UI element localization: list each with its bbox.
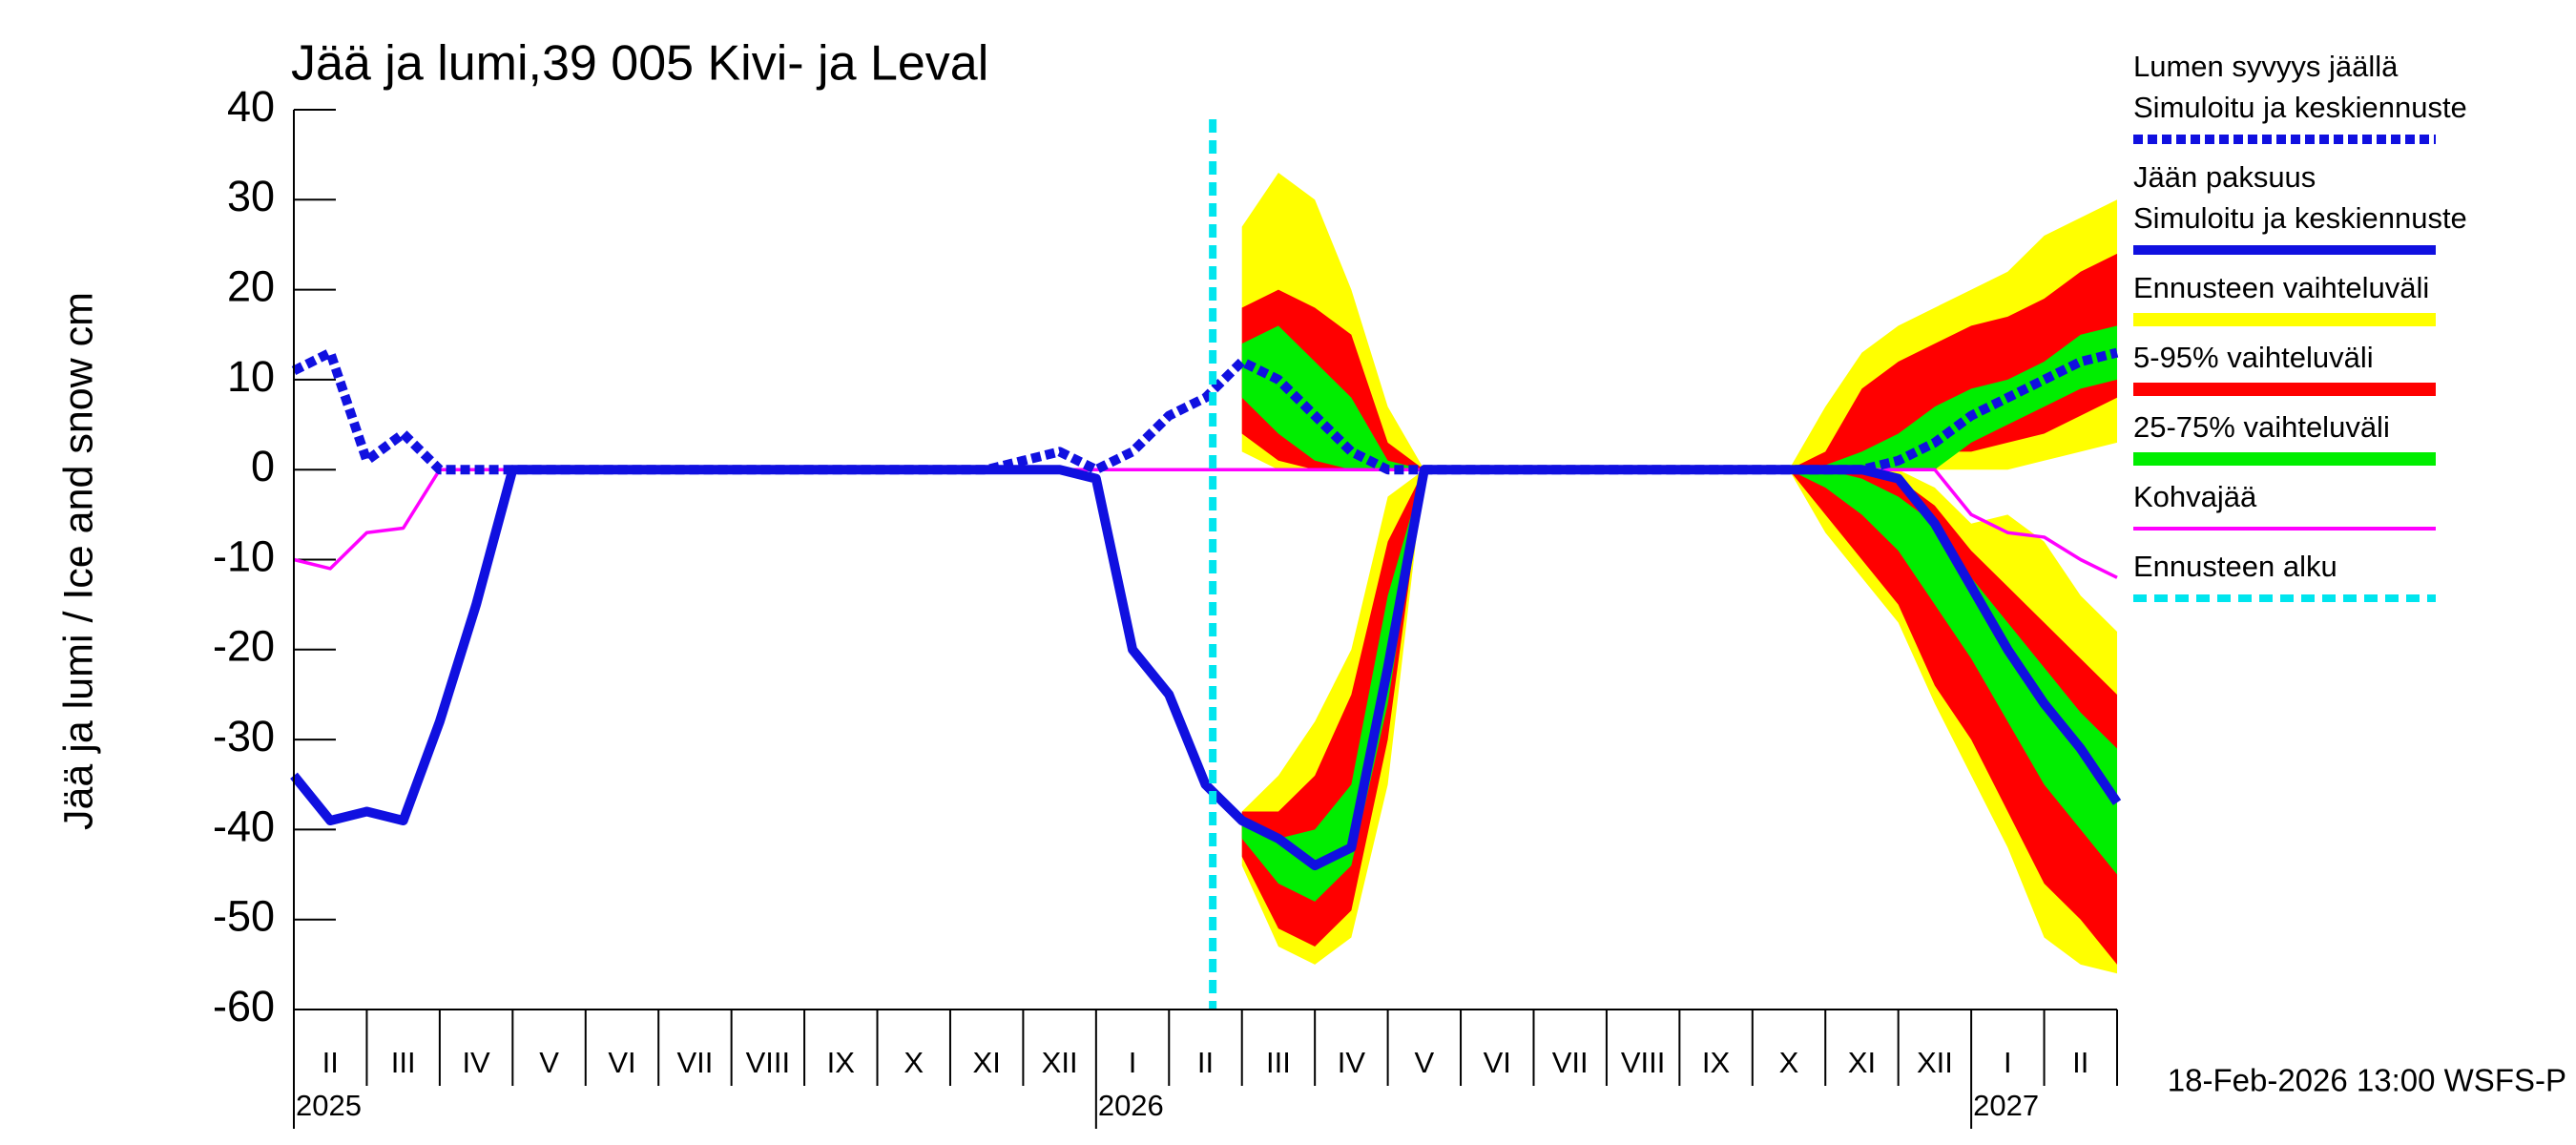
x-tick-label: X xyxy=(904,1046,924,1079)
x-tick-label: XI xyxy=(1848,1046,1876,1079)
y-tick-label: -40 xyxy=(213,802,275,850)
band-area xyxy=(1241,325,2117,470)
x-tick-label: II xyxy=(1197,1046,1214,1079)
legend-label: Kohvajää xyxy=(2133,480,2257,513)
y-tick-label: 40 xyxy=(227,82,275,131)
x-tick-label: VIII xyxy=(1621,1046,1666,1079)
legend-label: Simuloitu ja keskiennuste xyxy=(2133,91,2467,124)
y-tick-label: 20 xyxy=(227,261,275,310)
x-tick-label: XII xyxy=(1042,1046,1078,1079)
x-tick-label: III xyxy=(1266,1046,1291,1079)
band-area xyxy=(1241,469,2117,965)
y-tick-label: 0 xyxy=(251,442,275,490)
y-tick-label: 30 xyxy=(227,172,275,220)
x-tick-label: IX xyxy=(827,1046,856,1079)
x-tick-label: I xyxy=(1129,1046,1137,1079)
y-tick-label: -10 xyxy=(213,531,275,580)
year-label: 2025 xyxy=(296,1089,362,1122)
x-tick-label: VIII xyxy=(746,1046,791,1079)
legend-label: Jään paksuus xyxy=(2133,160,2316,194)
x-tick-label: VI xyxy=(608,1046,635,1079)
x-tick-label: XII xyxy=(1917,1046,1953,1079)
x-tick-label: III xyxy=(391,1046,416,1079)
x-tick-label: VII xyxy=(676,1046,713,1079)
year-label: 2026 xyxy=(1098,1089,1164,1122)
y-tick-label: -60 xyxy=(213,982,275,1030)
y-tick-label: -30 xyxy=(213,712,275,760)
x-tick-label: IV xyxy=(462,1046,490,1079)
x-tick-label: V xyxy=(539,1046,559,1079)
band-area xyxy=(1241,253,2117,470)
legend-label: Ennusteen alku xyxy=(2133,550,2337,583)
x-tick-label: XI xyxy=(973,1046,1001,1079)
x-tick-label: IV xyxy=(1338,1046,1366,1079)
chart-title: Jää ja lumi,39 005 Kivi- ja Leval xyxy=(291,36,988,92)
x-tick-label: II xyxy=(322,1046,339,1079)
legend-label: Ennusteen vaihteluväli xyxy=(2133,271,2429,304)
y-axis-label: Jää ja lumi / Ice and snow cm xyxy=(55,292,101,830)
x-tick-label: IX xyxy=(1702,1046,1731,1079)
x-tick-label: II xyxy=(2072,1046,2088,1079)
x-tick-label: X xyxy=(1779,1046,1799,1079)
x-tick-label: VI xyxy=(1484,1046,1511,1079)
year-label: 2027 xyxy=(1973,1089,2039,1122)
x-tick-label: V xyxy=(1414,1046,1434,1079)
x-tick-label: VII xyxy=(1552,1046,1589,1079)
legend-label: Lumen syvyys jäällä xyxy=(2133,50,2399,83)
y-tick-label: -20 xyxy=(213,622,275,671)
x-tick-label: I xyxy=(2004,1046,2012,1079)
y-tick-label: -50 xyxy=(213,892,275,941)
footer: 18-Feb-2026 13:00 WSFS-P xyxy=(2168,1063,2566,1098)
legend-label: 5-95% vaihteluväli xyxy=(2133,341,2374,374)
legend-label: Simuloitu ja keskiennuste xyxy=(2133,201,2467,235)
series-line xyxy=(291,347,2119,475)
y-tick-label: 10 xyxy=(227,352,275,401)
legend-label: 25-75% vaihteluväli xyxy=(2133,410,2390,444)
